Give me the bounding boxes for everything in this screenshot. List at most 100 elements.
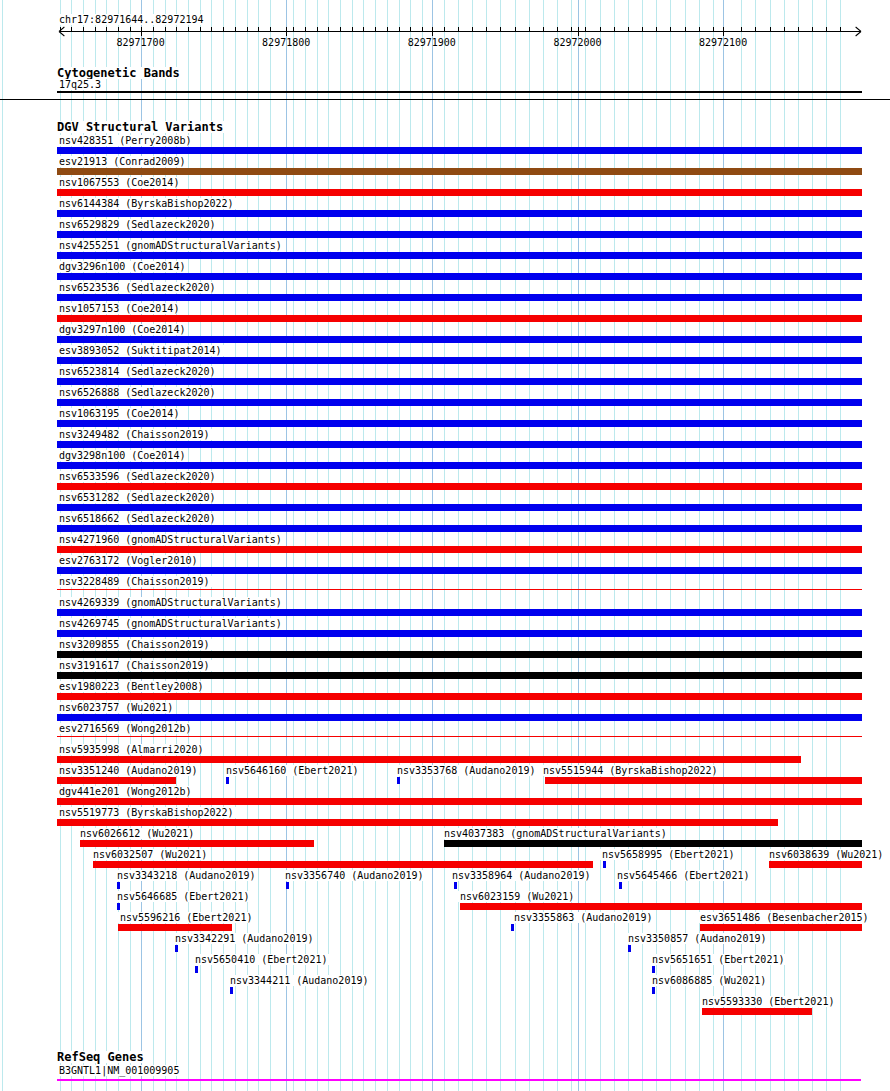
variant-bar[interactable] <box>57 756 801 763</box>
variant-bar[interactable] <box>57 420 862 427</box>
variant-bar[interactable] <box>57 378 862 385</box>
variant-bar[interactable] <box>702 1008 812 1015</box>
variant-bar[interactable] <box>57 819 778 826</box>
variant-label[interactable]: nsv4037383 (gnomADStructuralVariants) <box>442 828 669 839</box>
variant-label[interactable]: nsv5646160 (Ebert2021) <box>224 765 360 776</box>
variant-label[interactable]: nsv1063195 (Coe2014) <box>57 408 181 419</box>
variant-label[interactable]: nsv5658995 (Ebert2021) <box>600 849 736 860</box>
variant-bar[interactable] <box>80 840 314 847</box>
variant-point[interactable] <box>628 945 631 952</box>
variant-bar[interactable] <box>444 840 862 847</box>
variant-bar[interactable] <box>57 483 862 490</box>
variant-label[interactable]: dgv3297n100 (Coe2014) <box>57 324 187 335</box>
variant-label[interactable]: nsv3228489 (Chaisson2019) <box>57 576 212 587</box>
variant-label[interactable]: nsv5645466 (Ebert2021) <box>615 870 751 881</box>
variant-bar[interactable] <box>57 441 862 448</box>
variant-bar[interactable] <box>118 924 232 931</box>
variant-label[interactable]: nsv4271960 (gnomADStructuralVariants) <box>57 534 284 545</box>
variant-label[interactable]: dgv3296n100 (Coe2014) <box>57 261 187 272</box>
variant-label[interactable]: nsv3358964 (Audano2019) <box>450 870 592 881</box>
variant-label[interactable]: nsv6518662 (Sedlazeck2020) <box>57 513 218 524</box>
variant-point[interactable] <box>230 987 233 994</box>
variant-point[interactable] <box>195 966 198 973</box>
variant-label[interactable]: nsv3209855 (Chaisson2019) <box>57 639 212 650</box>
variant-label[interactable]: nsv5593330 (Ebert2021) <box>700 996 836 1007</box>
variant-label[interactable]: nsv5650410 (Ebert2021) <box>193 954 329 965</box>
variant-label[interactable]: esv2763172 (Vogler2010) <box>57 555 199 566</box>
variant-label[interactable]: nsv4269745 (gnomADStructuralVariants) <box>57 618 284 629</box>
variant-bar[interactable] <box>57 252 862 259</box>
variant-label[interactable]: nsv6529829 (Sedlazeck2020) <box>57 219 218 230</box>
variant-bar[interactable] <box>460 903 862 910</box>
variant-label[interactable]: nsv1057153 (Coe2014) <box>57 303 181 314</box>
variant-label[interactable]: nsv4269339 (gnomADStructuralVariants) <box>57 597 284 608</box>
variant-label[interactable]: nsv6533596 (Sedlazeck2020) <box>57 471 218 482</box>
variant-point[interactable] <box>619 882 622 889</box>
refseq-gene-label[interactable]: B3GNTL1|NM_001009905 <box>57 1065 181 1076</box>
variant-label[interactable]: dgv3298n100 (Coe2014) <box>57 450 187 461</box>
variant-label[interactable]: nsv6144384 (ByrskaBishop2022) <box>57 198 236 209</box>
variant-bar[interactable] <box>57 231 862 238</box>
variant-point[interactable] <box>454 882 457 889</box>
variant-label[interactable]: nsv428351 (Perry2008b) <box>57 135 193 146</box>
cytogenetic-band-label[interactable]: 17q25.3 <box>57 79 103 90</box>
variant-label[interactable]: nsv6531282 (Sedlazeck2020) <box>57 492 218 503</box>
variant-bar[interactable] <box>769 861 862 868</box>
variant-label[interactable]: nsv5519773 (ByrskaBishop2022) <box>57 807 236 818</box>
refseq-gene-line[interactable] <box>57 1079 861 1081</box>
variant-point[interactable] <box>511 924 514 931</box>
variant-point[interactable] <box>226 777 229 784</box>
variant-bar[interactable] <box>57 546 862 553</box>
variant-label[interactable]: nsv6023757 (Wu2021) <box>57 702 175 713</box>
variant-label[interactable]: esv1980223 (Bentley2008) <box>57 681 206 692</box>
variant-bar[interactable] <box>57 315 862 322</box>
variant-bar[interactable] <box>57 336 862 343</box>
variant-bar[interactable] <box>57 357 862 364</box>
variant-point[interactable] <box>175 945 178 952</box>
variant-bar[interactable] <box>545 777 862 784</box>
variant-point[interactable] <box>117 903 120 910</box>
variant-label[interactable]: nsv4255251 (gnomADStructuralVariants) <box>57 240 284 251</box>
variant-label[interactable]: nsv3353768 (Audano2019) <box>395 765 537 776</box>
variant-bar[interactable] <box>57 777 176 784</box>
variant-bar[interactable] <box>57 504 862 511</box>
variant-bar[interactable] <box>57 462 862 469</box>
variant-label[interactable]: nsv1067553 (Coe2014) <box>57 177 181 188</box>
variant-bar[interactable] <box>57 589 862 590</box>
variant-bar[interactable] <box>57 651 862 658</box>
variant-label[interactable]: nsv5935998 (Almarri2020) <box>57 744 206 755</box>
variant-label[interactable]: nsv6038639 (Wu2021) <box>767 849 885 860</box>
variant-label[interactable]: esv21913 (Conrad2009) <box>57 156 187 167</box>
variant-label[interactable]: nsv6523814 (Sedlazeck2020) <box>57 366 218 377</box>
variant-point[interactable] <box>652 966 655 973</box>
variant-label[interactable]: nsv3342291 (Audano2019) <box>173 933 315 944</box>
variant-bar[interactable] <box>57 189 862 196</box>
variant-label[interactable]: nsv6023159 (Wu2021) <box>458 891 576 902</box>
variant-label[interactable]: nsv3191617 (Chaisson2019) <box>57 660 212 671</box>
variant-label[interactable]: nsv3356740 (Audano2019) <box>283 870 425 881</box>
variant-label[interactable]: esv3893052 (Suktitipat2014) <box>57 345 224 356</box>
variant-label[interactable]: nsv3343218 (Audano2019) <box>115 870 257 881</box>
variant-label[interactable]: nsv6026612 (Wu2021) <box>78 828 196 839</box>
variant-bar[interactable] <box>57 714 862 721</box>
variant-label[interactable]: esv2716569 (Wong2012b) <box>57 723 193 734</box>
variant-bar[interactable] <box>57 273 862 280</box>
variant-label[interactable]: nsv5646685 (Ebert2021) <box>115 891 251 902</box>
variant-bar[interactable] <box>57 210 862 217</box>
variant-label[interactable]: nsv3344211 (Audano2019) <box>228 975 370 986</box>
variant-label[interactable]: nsv5515944 (ByrskaBishop2022) <box>541 765 720 776</box>
variant-point[interactable] <box>397 777 400 784</box>
variant-bar[interactable] <box>57 294 862 301</box>
variant-bar[interactable] <box>700 924 862 931</box>
variant-bar[interactable] <box>57 798 862 805</box>
variant-label[interactable]: esv3651486 (Besenbacher2015) <box>698 912 871 923</box>
variant-label[interactable]: nsv3350857 (Audano2019) <box>626 933 768 944</box>
variant-bar[interactable] <box>57 567 862 574</box>
variant-bar[interactable] <box>57 630 862 637</box>
variant-label[interactable]: nsv5596216 (Ebert2021) <box>118 912 254 923</box>
variant-label[interactable]: nsv5651651 (Ebert2021) <box>650 954 786 965</box>
variant-bar[interactable] <box>57 525 862 532</box>
cytogenetic-band-bar[interactable] <box>57 91 862 93</box>
variant-label[interactable]: nsv3355863 (Audano2019) <box>512 912 654 923</box>
variant-point[interactable] <box>286 882 289 889</box>
